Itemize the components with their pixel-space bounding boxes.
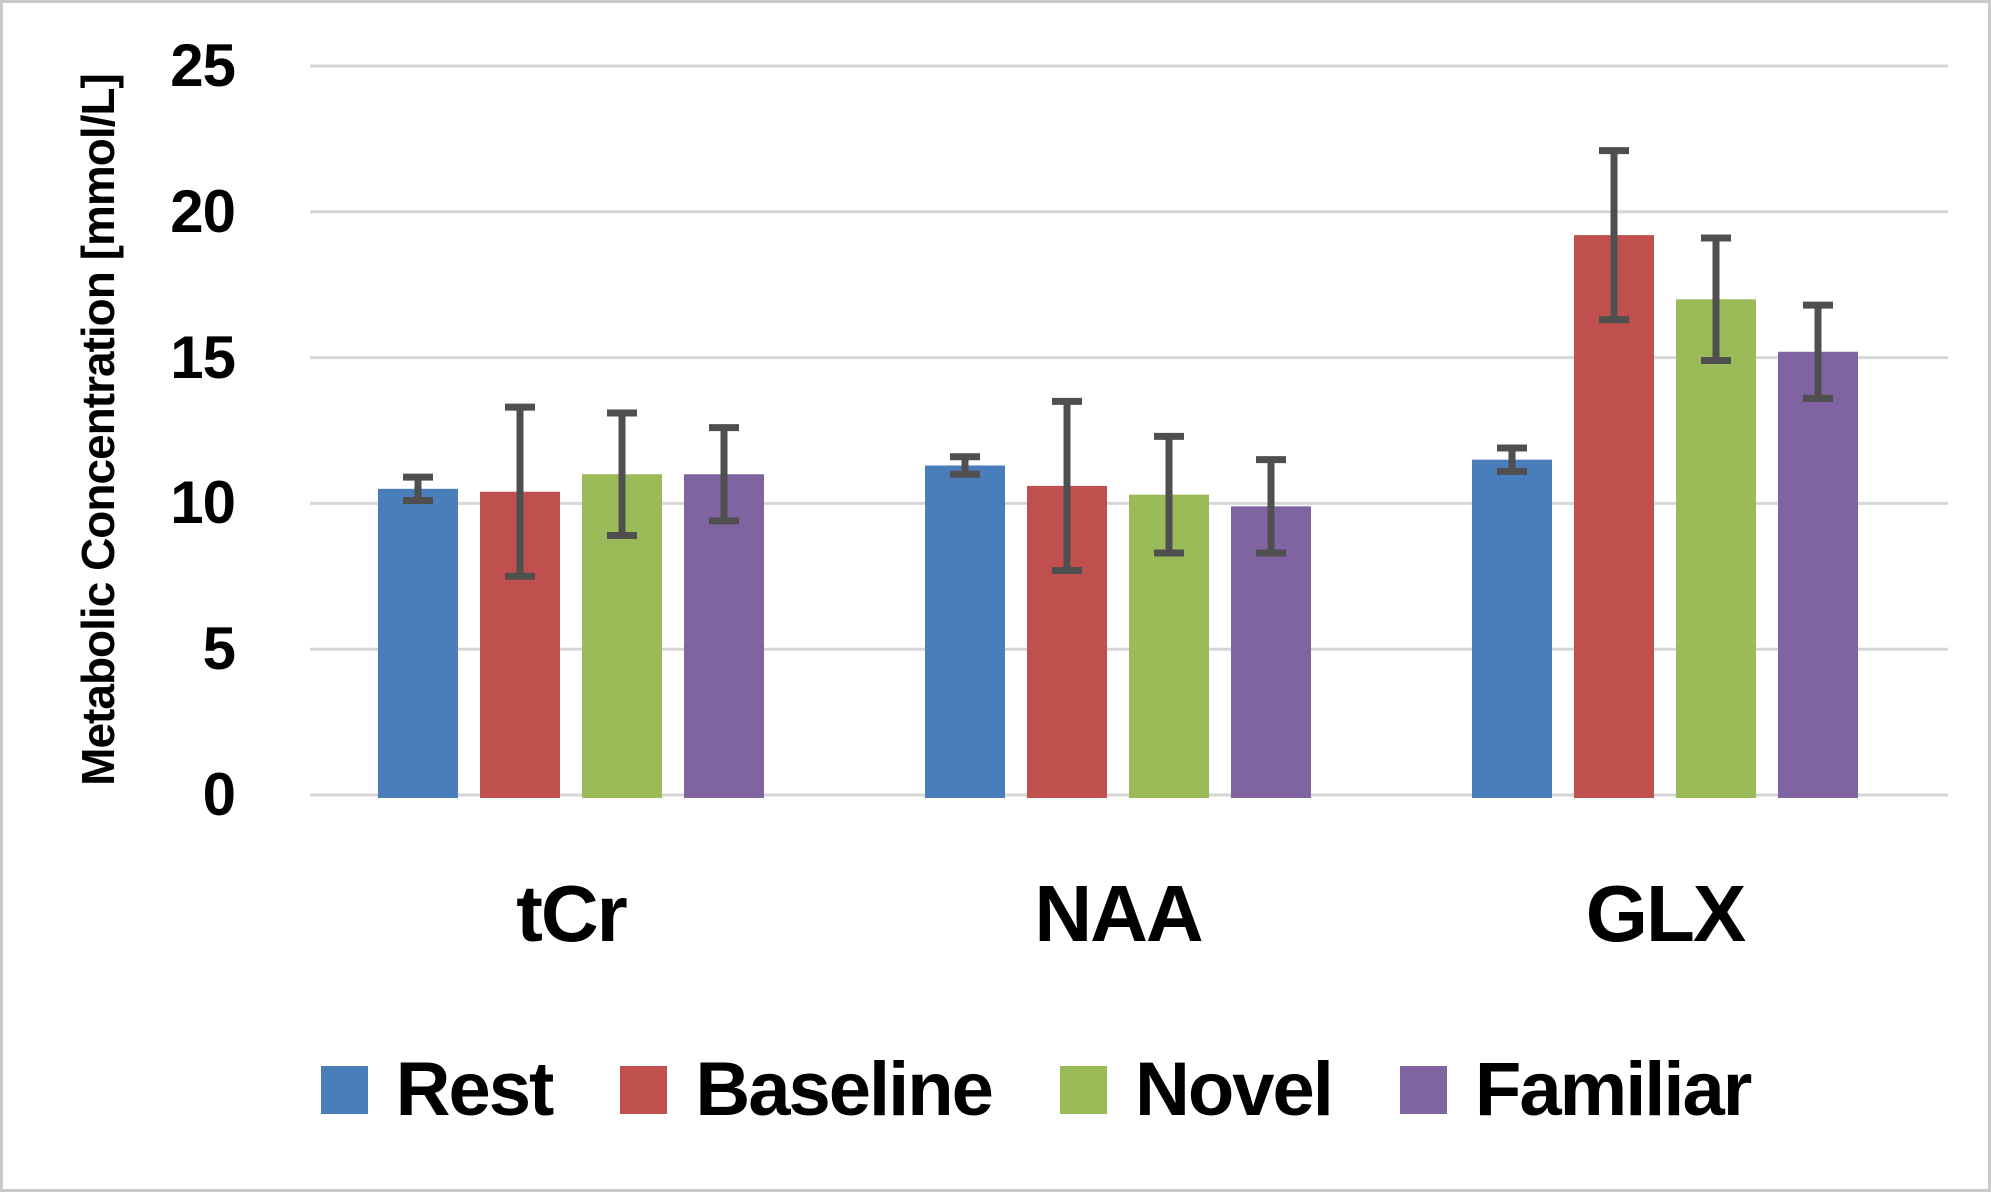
y-axis-title: Metabolic Concentration [mmol/L] (72, 74, 124, 786)
y-tick-label-20: 20 (170, 177, 236, 245)
legend-label-novel: Novel (1134, 1047, 1334, 1132)
legend: Rest Baseline Novel Familiar (120, 1040, 1951, 1140)
legend-item-familiar: Familiar (1399, 1047, 1752, 1132)
legend-swatch-novel (1059, 1066, 1107, 1114)
bar-rest-naa (925, 465, 1005, 798)
y-tick-label-10: 10 (170, 469, 236, 537)
bar-familiar-glx (1778, 351, 1858, 798)
y-tick-label-5: 5 (202, 615, 236, 683)
legend-swatch-baseline (620, 1066, 668, 1114)
bar-novel-glx (1676, 299, 1756, 798)
bar-rest-tcr (378, 488, 458, 798)
legend-swatch-familiar (1399, 1066, 1447, 1114)
bar-familiar-tcr (684, 474, 764, 798)
legend-label-baseline: Baseline (695, 1047, 994, 1132)
y-tick-label-25: 25 (170, 32, 236, 99)
legend-label-familiar: Familiar (1474, 1047, 1752, 1132)
legend-swatch-rest (320, 1066, 368, 1114)
y-tick-label-0: 0 (202, 761, 236, 828)
bar-baseline-glx (1574, 235, 1654, 799)
legend-item-novel: Novel (1059, 1047, 1334, 1132)
x-category-label-naa: NAA (1034, 869, 1203, 958)
bar-rest-glx (1472, 459, 1552, 798)
x-category-label-glx: GLX (1585, 869, 1746, 958)
legend-item-rest: Rest (320, 1047, 555, 1132)
x-category-label-tcr: tCr (516, 869, 628, 958)
legend-label-rest: Rest (395, 1047, 555, 1132)
y-tick-label-15: 15 (170, 323, 236, 391)
legend-item-baseline: Baseline (620, 1047, 994, 1132)
